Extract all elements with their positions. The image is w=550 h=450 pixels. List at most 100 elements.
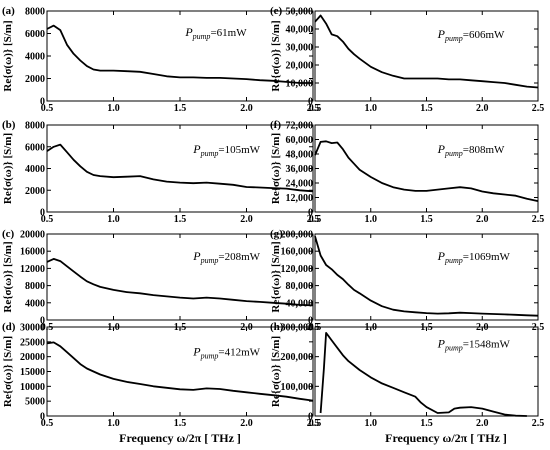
- y-tick-label: 6000: [25, 142, 45, 153]
- panel-label: (b): [2, 119, 16, 131]
- x-tick-label: 2.5: [532, 103, 545, 114]
- x-tick-label: 2.5: [532, 214, 545, 225]
- plot-frame: [314, 233, 539, 321]
- annotation-value: =412mW: [218, 346, 260, 358]
- x-tick-label: 1.5: [420, 418, 433, 429]
- x-tick-label: 2.0: [240, 103, 253, 114]
- y-axis-label: Re{σ(ω)} [S/m]: [270, 241, 282, 312]
- y-tick-label: 20000: [20, 352, 45, 363]
- y-tick-label: 300,000: [281, 323, 314, 334]
- plot-frame: [314, 10, 539, 102]
- power-annotation: Ppump=208mW: [192, 249, 260, 265]
- annotation-subscript: pump: [444, 34, 463, 43]
- x-tick-label: 0.5: [41, 418, 54, 429]
- x-tick-label: 2.5: [307, 214, 320, 225]
- y-tick-label: 24,000: [286, 179, 314, 190]
- power-annotation: Ppump=808mW: [437, 142, 505, 158]
- y-tick-label: 0: [308, 412, 313, 423]
- panel-h: 0.5 1.0 1.5 2.0 2.50100,000200,000300,000(h)…: [270, 321, 544, 429]
- power-annotation: Ppump=412mW: [192, 344, 260, 360]
- x-tick-label: 2.5: [532, 418, 545, 429]
- y-tick-label: 15000: [20, 367, 45, 378]
- y-tick-label: 36,000: [286, 164, 314, 175]
- annotation-value: =606mW: [463, 29, 505, 41]
- panel-g: 0.51.01.52.02.5040,00080,000120,000160,0…: [270, 228, 544, 333]
- annotation-subscript: pump: [200, 256, 219, 265]
- annotation-symbol: P: [192, 142, 201, 156]
- annotation-subscript: pump: [444, 343, 463, 352]
- annotation-subscript: pump: [444, 256, 463, 265]
- series-line-f: [314, 140, 539, 202]
- x-tick-label: 0.5: [309, 418, 322, 429]
- panel-a: 0.5 1.0 1.5 2.0 2.502000400060008000(a)Re{σ(…: [2, 5, 319, 114]
- x-tick-label: 1.0: [107, 214, 120, 225]
- panel-label: (e): [270, 5, 283, 17]
- y-tick-label: 60,000: [286, 135, 314, 146]
- power-annotation: Ppump=606mW: [437, 27, 505, 43]
- x-tick-label: 2.0: [476, 214, 489, 225]
- x-tick-label: 1.0: [365, 103, 378, 114]
- annotation-symbol: P: [437, 27, 446, 41]
- y-tick-label: 10,000: [286, 79, 314, 90]
- y-tick-label: 40,000: [286, 25, 314, 36]
- x-tick-label: 1.0: [107, 418, 120, 429]
- series-line-b: [46, 143, 314, 193]
- panel-label: (g): [270, 228, 283, 240]
- annotation-subscript: pump: [192, 32, 211, 41]
- x-tick-label: 0.5: [41, 103, 54, 114]
- x-tick-label: 2.5: [307, 103, 320, 114]
- x-tick-label: 2.0: [240, 214, 253, 225]
- plot-frame: [314, 124, 539, 213]
- y-tick-label: 2000: [25, 74, 45, 85]
- annotation-value: =105mW: [218, 144, 260, 156]
- annotation-symbol: P: [192, 249, 201, 263]
- annotation-symbol: P: [437, 249, 446, 263]
- series-line-h: [319, 332, 527, 417]
- panel-f: 0.5 1.0 1.5 2.0 2.5012,00024,00036,00048,000…: [270, 119, 544, 225]
- panel-label: (h): [270, 321, 284, 333]
- x-axis-label-right: Frequency ω/2π [ THz ]: [385, 431, 507, 445]
- y-tick-label: 72,000: [286, 121, 314, 132]
- y-tick-label: 100,000: [281, 382, 314, 393]
- panel-label: (c): [2, 228, 15, 240]
- y-tick-label: 2000: [25, 186, 45, 197]
- x-tick-label: 1.5: [174, 214, 187, 225]
- series-line-e: [314, 14, 539, 89]
- x-tick-label: 2.0: [476, 103, 489, 114]
- y-tick-label: 0: [40, 316, 45, 327]
- panel-label: (f): [270, 119, 281, 131]
- y-tick-label: 5000: [25, 397, 45, 408]
- y-tick-label: 0: [40, 208, 45, 219]
- y-tick-label: 4000: [25, 52, 45, 63]
- y-tick-label: 6000: [25, 29, 45, 40]
- annotation-value: =61mW: [210, 27, 247, 39]
- annotation-symbol: P: [184, 25, 193, 39]
- y-tick-label: 8000: [25, 7, 45, 18]
- y-tick-label: 50,000: [286, 7, 314, 18]
- y-tick-label: 200,000: [281, 230, 314, 241]
- y-tick-label: 20000: [20, 230, 45, 241]
- x-tick-label: 0.5: [309, 103, 322, 114]
- panel-d: 0.5 1.0 1.5 2.0 2.50500010000150002000025000…: [2, 321, 319, 429]
- y-tick-label: 4000: [25, 298, 45, 309]
- x-tick-label: 2.5: [307, 418, 320, 429]
- x-tick-label: 0.5: [41, 214, 54, 225]
- y-tick-label: 160,000: [281, 247, 314, 258]
- series-line-c: [46, 258, 314, 307]
- y-tick-label: 30,000: [286, 43, 314, 54]
- x-tick-label: 1.5: [174, 103, 187, 114]
- y-tick-label: 10000: [20, 382, 45, 393]
- y-tick-label: 25000: [20, 337, 45, 348]
- x-axis-label-left: Frequency ω/2π [ THz ]: [119, 431, 241, 445]
- power-annotation: Ppump=61mW: [184, 25, 247, 41]
- x-tick-label: 1.0: [365, 214, 378, 225]
- annotation-subscript: pump: [200, 351, 219, 360]
- x-tick-label: 1.5: [420, 103, 433, 114]
- panel-c: 0.51.01.52.02.5040008000120001600020000(…: [2, 228, 319, 333]
- y-axis-label: Re{σ(ω)} [S/m]: [2, 336, 14, 407]
- y-tick-label: 0: [40, 97, 45, 108]
- annotation-value: =1069mW: [463, 251, 511, 263]
- annotation-value: =1548mW: [463, 338, 511, 350]
- y-tick-label: 30000: [20, 323, 45, 334]
